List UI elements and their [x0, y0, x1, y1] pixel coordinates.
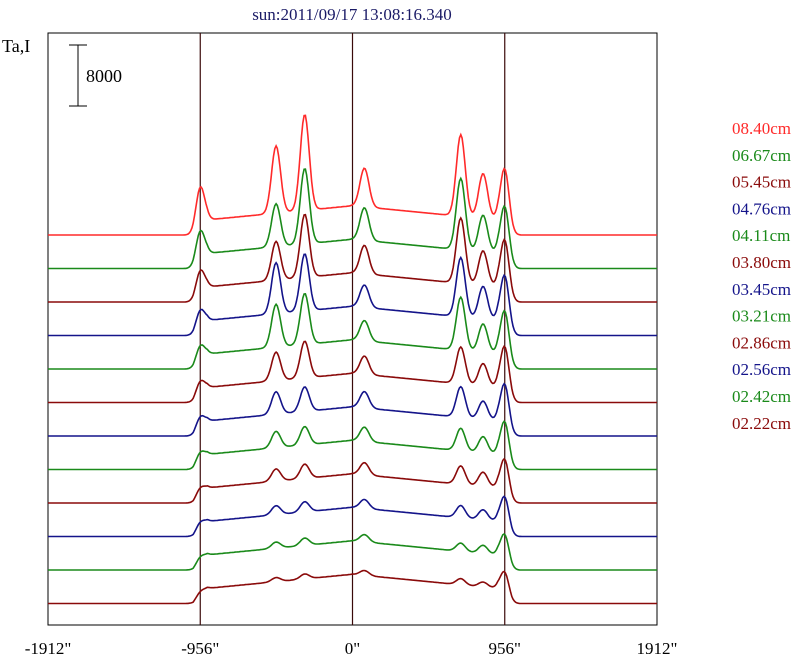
spectrum-curve-4 [48, 293, 657, 370]
legend-entry-10: 02.42cm [732, 387, 791, 406]
legend-entry-9: 02.56cm [732, 360, 791, 379]
x-tick-label-1: -956" [181, 639, 219, 658]
scale-bar: 8000 [69, 44, 122, 107]
spectrum-curve-3 [48, 253, 657, 337]
spectrum-curve-11 [48, 569, 657, 605]
spectrum-curve-2 [48, 213, 657, 303]
x-tick-label-2: 0" [345, 639, 360, 658]
chart-title: sun:2011/09/17 13:08:16.340 [252, 5, 452, 24]
scale-bar-label: 8000 [86, 66, 122, 86]
legend-entry-4: 04.11cm [732, 226, 790, 245]
legend-entry-3: 04.76cm [732, 199, 791, 218]
legend-entry-7: 03.21cm [732, 307, 791, 326]
spectrum-curves [48, 114, 657, 605]
legend-entry-2: 05.45cm [732, 173, 791, 192]
legend-entry-8: 02.86cm [732, 333, 791, 352]
y-axis-label: Ta,I [2, 36, 30, 56]
spectrum-curve-10 [48, 532, 657, 571]
spectrum-curve-7 [48, 420, 657, 471]
reference-lines [199, 33, 506, 625]
legend-entry-1: 06.67cm [732, 146, 791, 165]
spectrum-curve-6 [48, 382, 657, 437]
spectrum-curve-0 [48, 114, 657, 236]
spectrum-curve-9 [48, 495, 657, 538]
x-tick-label-4: 1912" [637, 639, 678, 658]
legend-entry-0: 08.40cm [732, 119, 791, 138]
legend: 08.40cm 06.67cm 05.45cm 04.76cm 04.11cm 03.80… [732, 119, 791, 433]
legend-entry-5: 03.80cm [732, 253, 791, 272]
spectrum-curve-8 [48, 457, 657, 504]
legend-entry-6: 03.45cm [732, 280, 791, 299]
spectrum-curve-1 [48, 168, 657, 270]
x-tick-label-3: 956" [489, 639, 521, 658]
x-tick-label-0: -1912" [25, 639, 72, 658]
x-tick-labels: -1912" -956" 0" 956" 1912" [25, 639, 678, 658]
spectrum-curve-5 [48, 340, 657, 404]
legend-entry-11: 02.22cm [732, 414, 791, 433]
